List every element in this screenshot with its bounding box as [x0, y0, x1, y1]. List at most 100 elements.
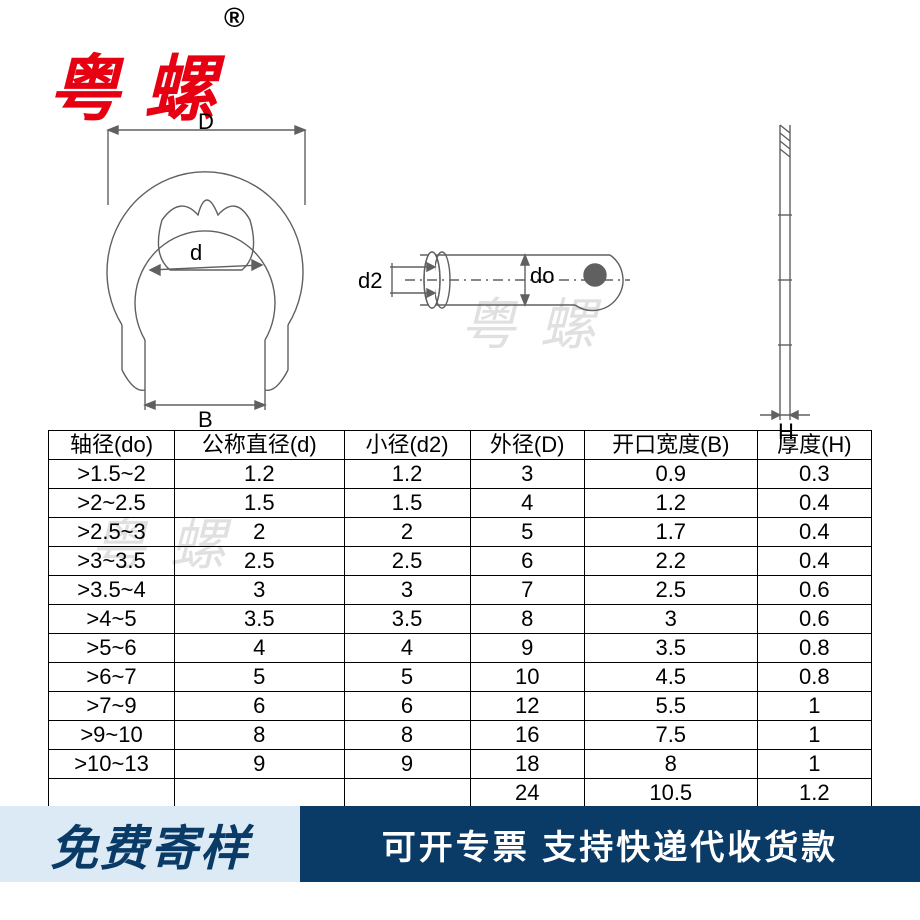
table-cell: 8	[470, 605, 584, 634]
label-do: do	[530, 263, 554, 289]
table-cell: 3	[175, 576, 344, 605]
banner-left: 免费寄样	[0, 806, 300, 882]
table-cell	[49, 779, 175, 808]
table-row: >3.5~43372.50.6	[49, 576, 872, 605]
table-cell: 5	[470, 518, 584, 547]
table-cell: 0.6	[757, 576, 871, 605]
table-cell: 1.5	[344, 489, 470, 518]
table-cell: 2.5	[344, 547, 470, 576]
banner-right: 可开专票 支持快递代收货款	[300, 806, 920, 882]
table-cell	[344, 779, 470, 808]
table-cell: 0.9	[584, 460, 757, 489]
col-do: 轴径(do)	[49, 431, 175, 460]
table-cell: 1.5	[175, 489, 344, 518]
table-cell: 1.2	[344, 460, 470, 489]
table-cell: >3~3.5	[49, 547, 175, 576]
table-cell: 0.8	[757, 634, 871, 663]
diagram-svg	[90, 115, 830, 445]
table-cell: 3	[470, 460, 584, 489]
table-cell: 3	[344, 576, 470, 605]
col-d2: 小径(d2)	[344, 431, 470, 460]
table-cell: >4~5	[49, 605, 175, 634]
table-cell: 5	[344, 663, 470, 692]
table-cell: 1	[757, 692, 871, 721]
table-cell: 1.2	[757, 779, 871, 808]
table-cell: 3.5	[175, 605, 344, 634]
table-cell: >2~2.5	[49, 489, 175, 518]
registered-mark: ®	[224, 2, 247, 33]
table-cell: 1	[757, 750, 871, 779]
table-row: >10~13991881	[49, 750, 872, 779]
table-cell: >2.5~3	[49, 518, 175, 547]
table-row: >5~64493.50.8	[49, 634, 872, 663]
table-cell: 8	[344, 721, 470, 750]
table-row: >2.5~32251.70.4	[49, 518, 872, 547]
table-cell: 9	[175, 750, 344, 779]
table-cell: 3.5	[584, 634, 757, 663]
table-cell: 0.4	[757, 518, 871, 547]
table-cell	[175, 779, 344, 808]
table-cell: 1.2	[584, 489, 757, 518]
table-cell: 7.5	[584, 721, 757, 750]
table-row: >2~2.51.51.541.20.4	[49, 489, 872, 518]
table-cell: 12	[470, 692, 584, 721]
promo-banner: 免费寄样 可开专票 支持快递代收货款	[0, 806, 920, 882]
table-row: >6~755104.50.8	[49, 663, 872, 692]
table-cell: >6~7	[49, 663, 175, 692]
table-cell: 1.2	[175, 460, 344, 489]
label-d2: d2	[358, 268, 382, 294]
label-d: d	[190, 240, 202, 266]
table-cell: 5	[175, 663, 344, 692]
table-row: 2410.51.2	[49, 779, 872, 808]
table-cell: 4.5	[584, 663, 757, 692]
table-cell: 2.2	[584, 547, 757, 576]
table-cell: 24	[470, 779, 584, 808]
table-cell: 2.5	[584, 576, 757, 605]
table-cell: >3.5~4	[49, 576, 175, 605]
table-cell: 10.5	[584, 779, 757, 808]
table-cell: 7	[470, 576, 584, 605]
col-B: 开口宽度(B)	[584, 431, 757, 460]
table-cell: 0.6	[757, 605, 871, 634]
table-cell: 1.7	[584, 518, 757, 547]
table-cell: 4	[344, 634, 470, 663]
table-cell: 2.5	[175, 547, 344, 576]
table-cell: >1.5~2	[49, 460, 175, 489]
col-d: 公称直径(d)	[175, 431, 344, 460]
table-cell: 6	[175, 692, 344, 721]
table-cell: 9	[470, 634, 584, 663]
table-cell: 8	[175, 721, 344, 750]
table-cell: 2	[175, 518, 344, 547]
table-cell: >7~9	[49, 692, 175, 721]
table-row: >9~1088167.51	[49, 721, 872, 750]
table-row: >3~3.52.52.562.20.4	[49, 547, 872, 576]
table-cell: 18	[470, 750, 584, 779]
table-cell: >9~10	[49, 721, 175, 750]
table-cell: 6	[470, 547, 584, 576]
label-D: D	[198, 109, 214, 135]
table-cell: 6	[344, 692, 470, 721]
table-cell: 8	[584, 750, 757, 779]
table-header-row: 轴径(do) 公称直径(d) 小径(d2) 外径(D) 开口宽度(B) 厚度(H…	[49, 431, 872, 460]
spec-table: 轴径(do) 公称直径(d) 小径(d2) 外径(D) 开口宽度(B) 厚度(H…	[48, 430, 872, 808]
table-cell: 0.8	[757, 663, 871, 692]
table-cell: 4	[175, 634, 344, 663]
table-cell: 3	[584, 605, 757, 634]
table-cell: 16	[470, 721, 584, 750]
table-cell: 0.4	[757, 547, 871, 576]
table-cell: >5~6	[49, 634, 175, 663]
col-H: 厚度(H)	[757, 431, 871, 460]
table-cell: 2	[344, 518, 470, 547]
table-cell: 4	[470, 489, 584, 518]
table-row: >7~966125.51	[49, 692, 872, 721]
table-cell: 9	[344, 750, 470, 779]
table-cell: 1	[757, 721, 871, 750]
table-row: >1.5~21.21.230.90.3	[49, 460, 872, 489]
table-row: >4~53.53.5830.6	[49, 605, 872, 634]
table-cell: 3.5	[344, 605, 470, 634]
technical-diagram: D d B d2 do H	[90, 115, 830, 425]
table-cell: 10	[470, 663, 584, 692]
col-D: 外径(D)	[470, 431, 584, 460]
table-cell: 0.4	[757, 489, 871, 518]
table-cell: 5.5	[584, 692, 757, 721]
